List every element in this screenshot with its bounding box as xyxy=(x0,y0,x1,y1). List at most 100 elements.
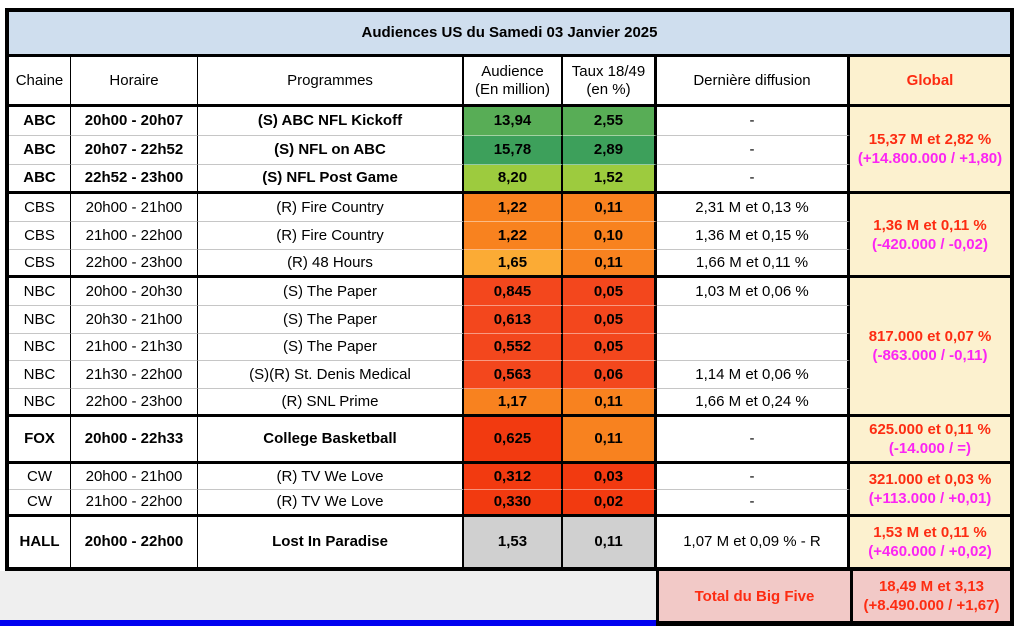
global-delta-value: (-863.000 / -0,11) xyxy=(872,347,988,364)
global-main-value: 15,37 M et 2,82 % xyxy=(868,131,992,148)
cell-time: 21h00 - 22h00 xyxy=(71,222,198,250)
cell-time: 22h52 - 23h00 xyxy=(71,165,198,194)
audience-table: Audiences US du Samedi 03 Janvier 2025 C… xyxy=(5,8,1014,571)
cell-rating: 0,06 xyxy=(563,361,657,389)
cell-rating: 0,05 xyxy=(563,334,657,361)
cell-rating: 0,11 xyxy=(563,194,657,222)
cell-channel: HALL xyxy=(9,517,71,571)
cell-last-diffusion: - xyxy=(657,136,850,165)
cell-last-diffusion: - xyxy=(657,490,850,517)
cell-last-diffusion: - xyxy=(657,464,850,490)
cell-time: 20h30 - 21h00 xyxy=(71,306,198,334)
cell-channel: NBC xyxy=(9,389,71,417)
cell-audience: 0,845 xyxy=(464,278,563,306)
cell-channel: CW xyxy=(9,490,71,517)
cell-channel: NBC xyxy=(9,306,71,334)
column-header-rating: Taux 18/49 (en %) xyxy=(563,57,657,107)
cell-programme: (S) NFL on ABC xyxy=(198,136,464,165)
cell-audience: 0,552 xyxy=(464,334,563,361)
cell-programme: (S) NFL Post Game xyxy=(198,165,464,194)
cell-rating: 1,52 xyxy=(563,165,657,194)
cell-audience: 0,330 xyxy=(464,490,563,517)
cell-last-diffusion: - xyxy=(657,165,850,194)
cell-audience: 1,17 xyxy=(464,389,563,417)
column-header-programmes: Programmes xyxy=(198,57,464,107)
table-title: Audiences US du Samedi 03 Janvier 2025 xyxy=(9,12,1010,57)
cell-rating: 0,11 xyxy=(563,389,657,417)
cell-last-diffusion: - xyxy=(657,417,850,464)
column-header-audience: Audience (En million) xyxy=(464,57,563,107)
cell-channel: CBS xyxy=(9,194,71,222)
cell-time: 20h07 - 22h52 xyxy=(71,136,198,165)
cell-channel: ABC xyxy=(9,136,71,165)
cell-audience: 1,65 xyxy=(464,250,563,278)
cell-rating: 0,11 xyxy=(563,417,657,464)
cell-programme: (R) SNL Prime xyxy=(198,389,464,417)
cell-programme: (R) Fire Country xyxy=(198,222,464,250)
table-footer: Total du Big Five 18,49 M et 3,13 (+8.49… xyxy=(0,571,1014,626)
global-main-value: 817.000 et 0,07 % xyxy=(868,328,992,345)
cell-time: 20h00 - 20h07 xyxy=(71,107,198,136)
cell-audience: 0,613 xyxy=(464,306,563,334)
cell-time: 20h00 - 21h00 xyxy=(71,194,198,222)
cell-programme: (R) TV We Love xyxy=(198,464,464,490)
cell-channel: ABC xyxy=(9,165,71,194)
cell-last-diffusion: 1,66 M et 0,24 % xyxy=(657,389,850,417)
cell-audience: 8,20 xyxy=(464,165,563,194)
global-main-value: 625.000 et 0,11 % xyxy=(869,421,991,438)
cell-rating: 2,89 xyxy=(563,136,657,165)
cell-programme: (R) TV We Love xyxy=(198,490,464,517)
cell-last-diffusion: 1,66 M et 0,11 % xyxy=(657,250,850,278)
cell-last-diffusion: 1,07 M et 0,09 % - R xyxy=(657,517,850,571)
cell-time: 20h00 - 20h30 xyxy=(71,278,198,306)
cell-channel: CW xyxy=(9,464,71,490)
cell-time: 20h00 - 22h33 xyxy=(71,417,198,464)
cell-last-diffusion: - xyxy=(657,107,850,136)
cell-rating: 0,02 xyxy=(563,490,657,517)
cell-time: 21h00 - 21h30 xyxy=(71,334,198,361)
cell-channel: ABC xyxy=(9,107,71,136)
cell-programme: Lost In Paradise xyxy=(198,517,464,571)
column-header-channel: Chaine xyxy=(9,57,71,107)
global-delta-value: (-14.000 / =) xyxy=(888,440,972,457)
cell-time: 20h00 - 22h00 xyxy=(71,517,198,571)
cell-time: 21h00 - 22h00 xyxy=(71,490,198,517)
cell-audience: 0,312 xyxy=(464,464,563,490)
global-main-value: 321.000 et 0,03 % xyxy=(868,471,992,488)
total-value-line1: 18,49 M et 3,13 xyxy=(878,578,985,595)
column-header-time: Horaire xyxy=(71,57,198,107)
cell-audience: 1,22 xyxy=(464,222,563,250)
global-delta-value: (+113.000 / +0,01) xyxy=(868,490,992,507)
cell-time: 22h00 - 23h00 xyxy=(71,389,198,417)
global-cell-cw: 321.000 et 0,03 % (+113.000 / +0,01) xyxy=(850,464,1010,517)
column-header-last-diffusion: Dernière diffusion xyxy=(657,57,850,107)
cell-audience: 15,78 xyxy=(464,136,563,165)
cell-time: 20h00 - 21h00 xyxy=(71,464,198,490)
cell-programme: (S) The Paper xyxy=(198,306,464,334)
cell-last-diffusion xyxy=(657,334,850,361)
total-big-five-label: Total du Big Five xyxy=(656,571,853,626)
global-cell-abc: 15,37 M et 2,82 % (+14.800.000 / +1,80) xyxy=(850,107,1010,194)
cell-programme: (S)(R) St. Denis Medical xyxy=(198,361,464,389)
cell-last-diffusion: 1,36 M et 0,15 % xyxy=(657,222,850,250)
cell-audience: 13,94 xyxy=(464,107,563,136)
cell-audience: 1,22 xyxy=(464,194,563,222)
global-main-value: 1,53 M et 0,11 % xyxy=(873,524,987,541)
cell-channel: CBS xyxy=(9,222,71,250)
global-delta-value: (-420.000 / -0,02) xyxy=(872,235,988,253)
cell-rating: 0,11 xyxy=(563,517,657,571)
cell-rating: 2,55 xyxy=(563,107,657,136)
cell-audience: 1,53 xyxy=(464,517,563,571)
cell-programme: (R) 48 Hours xyxy=(198,250,464,278)
global-cell-fox: 625.000 et 0,11 % (-14.000 / =) xyxy=(850,417,1010,464)
global-main-value: 1,36 M et 0,11 % xyxy=(873,216,987,234)
cell-programme: (S) ABC NFL Kickoff xyxy=(198,107,464,136)
cell-channel: NBC xyxy=(9,278,71,306)
cell-time: 21h30 - 22h00 xyxy=(71,361,198,389)
total-big-five-value: 18,49 M et 3,13 (+8.490.000 / +1,67) xyxy=(853,571,1014,626)
global-delta-value: (+460.000 / +0,02) xyxy=(868,543,992,560)
cell-rating: 0,05 xyxy=(563,306,657,334)
cell-rating: 0,10 xyxy=(563,222,657,250)
cell-last-diffusion: 1,03 M et 0,06 % xyxy=(657,278,850,306)
global-cell-nbc: 817.000 et 0,07 % (-863.000 / -0,11) xyxy=(850,278,1010,417)
